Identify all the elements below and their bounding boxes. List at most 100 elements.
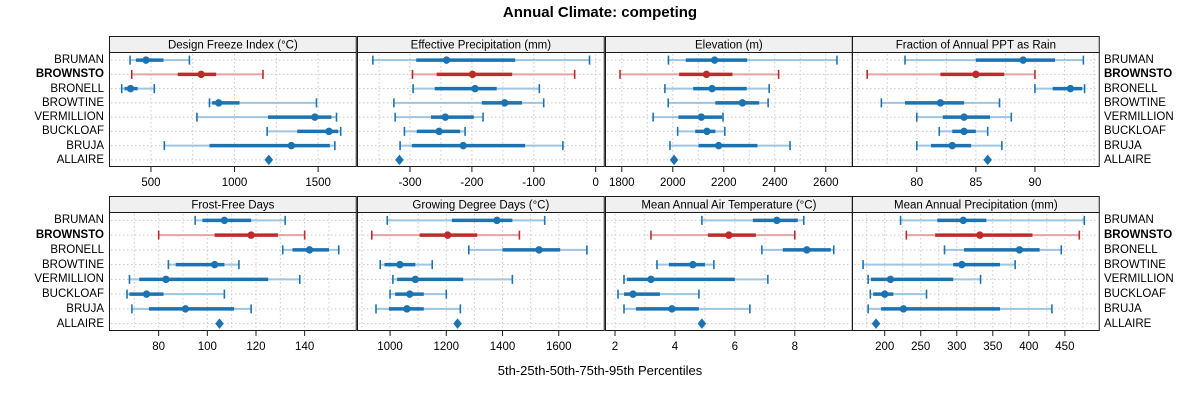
median-dot <box>881 290 889 298</box>
station-label-bruja: BRUJA <box>1104 139 1142 152</box>
tick-label: 200 <box>875 341 894 353</box>
series-bronell <box>760 245 835 255</box>
tick-label: 1000 <box>222 177 248 189</box>
panel-title: Effective Precipitation (mm) <box>410 40 551 52</box>
panel-frost-free-days: Frost-Free Days 80 100 120 140 <box>109 196 357 359</box>
median-dot <box>702 127 711 136</box>
median-dot <box>887 275 895 284</box>
tick-label: -200 <box>460 177 483 189</box>
median-dot <box>402 305 411 313</box>
tick-label: 1500 <box>305 177 331 189</box>
station-label-bronell: BRONELL <box>50 243 104 256</box>
median-dot <box>628 290 637 298</box>
tick-label: 6 <box>731 341 737 353</box>
series-bronell <box>1034 84 1086 94</box>
station-label-brownsto: BROWNSTO <box>35 68 104 81</box>
series-buckloaf <box>266 126 342 136</box>
plot-area <box>852 52 1100 167</box>
median-dot <box>959 216 968 225</box>
plot-area <box>604 52 853 167</box>
value-diamond <box>872 318 881 329</box>
series-bruman <box>667 55 838 65</box>
median-dot <box>247 231 255 239</box>
median-dot <box>305 246 314 254</box>
panel-effective-precipitation-mm: Effective Precipitation (mm) -300 -200 -100… <box>356 36 605 195</box>
panel-title: Mean Annual Air Temperature (°C) <box>641 200 816 212</box>
series-bruman <box>371 55 591 65</box>
series-allaire <box>452 318 462 329</box>
median-dot <box>936 99 945 107</box>
station-label-allaire: ALLAIRE <box>1104 153 1152 166</box>
series-vermillion <box>622 274 769 284</box>
series-buckloaf <box>403 126 466 136</box>
median-dot <box>492 216 501 225</box>
series-bruja <box>916 141 1003 151</box>
median-dot <box>724 231 733 239</box>
median-dot <box>710 56 718 64</box>
plot-area <box>604 212 853 331</box>
station-label-bruman: BRUMAN <box>1104 214 1154 227</box>
station-label-vermillion: VERMILLION <box>1104 111 1174 124</box>
panel-canvas: Mean Annual Air Temperature (°C) 2 4 6 8 <box>604 196 853 353</box>
tick-label: 140 <box>295 341 314 353</box>
tick-label: 350 <box>983 341 1002 353</box>
series-bruja <box>867 304 1053 314</box>
median-dot <box>442 56 450 64</box>
series-browtine <box>880 98 1001 108</box>
series-allaire <box>215 318 224 329</box>
panel-canvas: Mean Annual Precipitation (mm) 200 250 300 3… <box>852 196 1100 353</box>
x-axis-title: 5th-25th-50th-75th-95th Percentiles <box>497 363 703 378</box>
series-bruman <box>194 215 286 225</box>
series-allaire <box>983 154 993 166</box>
median-dot <box>646 275 655 284</box>
median-dot <box>142 56 150 64</box>
value-diamond <box>452 318 462 329</box>
tick-label: 2200 <box>710 177 736 189</box>
median-dot <box>325 127 333 136</box>
median-dot <box>500 99 509 107</box>
series-browtine <box>208 98 318 108</box>
series-bronell <box>120 84 156 94</box>
tick-label: 100 <box>198 341 217 353</box>
panel-title: Design Freeze Index (°C) <box>168 40 298 52</box>
tick-label: 85 <box>970 177 983 189</box>
tick-label: 4 <box>671 341 678 353</box>
station-label-buckloaf: BUCKLOAF <box>42 288 104 301</box>
station-label-bruman: BRUMAN <box>1104 54 1154 67</box>
series-bruman <box>386 215 546 225</box>
median-dot <box>958 260 966 269</box>
series-brownsto <box>649 230 796 240</box>
value-diamond <box>264 154 274 166</box>
station-label-bruja: BRUJA <box>1104 302 1142 315</box>
series-bruman <box>900 215 1086 225</box>
tick-label: 90 <box>1029 177 1042 189</box>
median-dot <box>697 113 705 121</box>
station-label-brownsto: BROWNSTO <box>1104 229 1173 242</box>
series-vermillion <box>391 274 513 284</box>
tick-label: 1800 <box>609 177 635 189</box>
series-brownsto <box>370 230 520 240</box>
x-axis: 1800 2000 2200 2400 2600 <box>609 167 838 189</box>
series-browtine <box>666 98 769 108</box>
station-label-vermillion: VERMILLION <box>34 273 104 286</box>
series-vermillion <box>196 112 338 122</box>
series-vermillion <box>651 112 724 122</box>
station-label-bronell: BRONELL <box>1104 243 1158 256</box>
tick-label: 1600 <box>546 341 572 353</box>
series-bronell <box>281 245 340 255</box>
median-dot <box>802 246 810 254</box>
station-label-browtine: BROWTINE <box>42 258 104 271</box>
station-label-bruman: BRUMAN <box>54 214 104 227</box>
station-label-browtine: BROWTINE <box>42 96 104 109</box>
station-label-brownsto: BROWNSTO <box>35 229 104 242</box>
value-diamond <box>697 318 706 329</box>
station-label-allaire: ALLAIRE <box>1104 317 1152 330</box>
panel-canvas: Design Freeze Index (°C) 500 1000 1500 <box>109 36 357 189</box>
tick-label: 2600 <box>812 177 838 189</box>
value-diamond <box>669 154 678 166</box>
median-dot <box>714 141 722 150</box>
median-dot <box>197 70 205 79</box>
station-label-buckloaf: BUCKLOAF <box>1104 288 1166 301</box>
series-brownsto <box>618 69 779 79</box>
